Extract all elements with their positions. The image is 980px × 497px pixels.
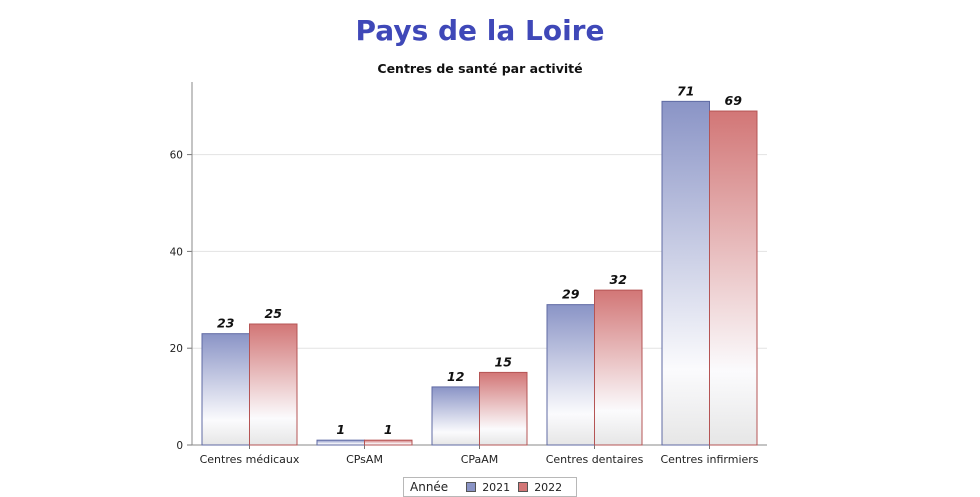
bar-2022-1 [364, 439, 413, 446]
x-tick-label: Centres médicaux [200, 453, 300, 466]
chart-subtitle: Centres de santé par activité [377, 61, 583, 76]
data-label: 15 [495, 354, 513, 369]
data-label: 29 [562, 287, 580, 302]
data-label: 23 [217, 316, 234, 331]
bar-2022-4 [709, 110, 758, 446]
x-tick-label: CPaAM [461, 453, 499, 466]
y-tick-label: 20 [170, 343, 183, 355]
data-label: 1 [336, 422, 345, 437]
y-tick-label: 40 [170, 246, 183, 258]
legend: Année 2021 2022 [403, 477, 578, 497]
legend-item-2021: 2021 [466, 481, 510, 494]
data-label: 69 [725, 93, 743, 108]
legend-label-2021: 2021 [482, 480, 511, 494]
x-tick-label: Centres infirmiers [660, 453, 758, 466]
legend-label-2022: 2022 [534, 480, 563, 494]
bar-2021-0 [201, 333, 250, 446]
legend-item-2022: 2022 [518, 481, 562, 494]
legend-swatch-2022 [518, 482, 529, 492]
bar-2021-1 [316, 439, 365, 446]
legend-swatch-2021 [466, 482, 477, 492]
data-label: 1 [384, 422, 393, 437]
data-label: 32 [610, 272, 627, 287]
bar-2021-4 [661, 100, 710, 446]
bar-2022-2 [479, 371, 528, 446]
data-label: 12 [447, 369, 464, 384]
bar-2022-3 [594, 289, 643, 446]
y-tick-label: 60 [170, 150, 183, 162]
data-label: 25 [265, 306, 283, 321]
x-tick-label: CPsAM [346, 453, 383, 466]
x-tick-label: Centres dentaires [546, 453, 644, 466]
y-tick-label: 0 [176, 440, 183, 452]
page-title: Pays de la Loire [355, 14, 605, 47]
data-label: 71 [677, 83, 694, 98]
legend-title: Année [410, 480, 449, 494]
bar-2021-2 [431, 386, 480, 446]
bar-2021-3 [546, 304, 595, 446]
bar-2022-0 [249, 323, 298, 446]
